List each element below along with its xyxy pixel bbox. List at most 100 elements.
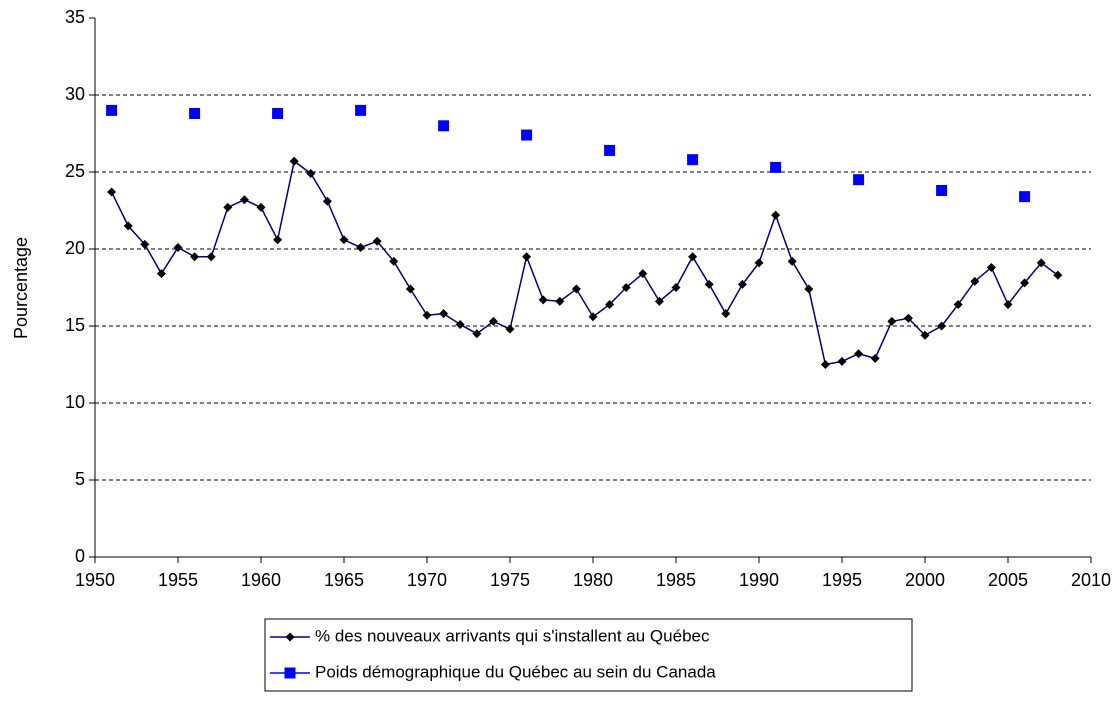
marker: [737, 279, 747, 289]
x-tick-label: 1955: [158, 570, 198, 590]
legend-label: Poids démographique du Québec au sein du…: [315, 662, 716, 681]
marker: [986, 262, 996, 272]
marker: [588, 312, 598, 322]
marker: [439, 309, 449, 319]
y-tick-label: 20: [65, 238, 85, 258]
marker: [389, 256, 399, 266]
marker: [837, 356, 847, 366]
marker: [621, 283, 631, 292]
marker: [654, 296, 664, 306]
marker: [687, 154, 699, 166]
x-tick-label: 1965: [324, 570, 364, 590]
marker: [1003, 299, 1013, 309]
marker: [604, 144, 616, 156]
marker: [754, 258, 764, 268]
marker: [1019, 191, 1031, 203]
marker: [887, 316, 897, 326]
marker: [555, 296, 565, 306]
x-tick-label: 1970: [407, 570, 447, 590]
marker: [355, 104, 367, 116]
x-tick-label: 1990: [739, 570, 779, 590]
x-tick-label: 2005: [988, 570, 1028, 590]
marker: [638, 269, 648, 279]
marker: [688, 252, 698, 262]
marker: [256, 202, 266, 212]
marker: [704, 279, 714, 289]
marker: [770, 161, 782, 173]
x-tick-label: 1985: [656, 570, 696, 590]
x-tick-label: 1980: [573, 570, 613, 590]
marker: [339, 235, 349, 245]
marker: [1036, 258, 1046, 268]
series-line: [110, 159, 1059, 366]
legend-box: [264, 618, 913, 692]
marker: [820, 360, 830, 369]
marker: [107, 187, 117, 197]
marker: [356, 242, 366, 252]
marker: [771, 210, 781, 220]
marker: [1053, 270, 1063, 280]
legend: % des nouveaux arrivants qui s'installen…: [264, 618, 913, 692]
x-tick-label: 2000: [905, 570, 945, 590]
marker: [538, 295, 548, 305]
y-tick-label: 0: [75, 546, 85, 566]
y-tick-label: 15: [65, 315, 85, 335]
marker: [903, 313, 913, 323]
marker: [787, 256, 797, 266]
marker: [285, 632, 295, 642]
marker: [272, 107, 284, 119]
marker: [190, 252, 200, 262]
marker: [522, 252, 532, 262]
marker: [936, 184, 948, 196]
x-tick-label: 1995: [822, 570, 862, 590]
marker: [870, 353, 880, 363]
marker: [472, 329, 482, 339]
marker: [455, 319, 465, 329]
x-tick-label: 1950: [75, 570, 115, 590]
marker: [605, 299, 615, 309]
x-tick-label: 1975: [490, 570, 530, 590]
marker: [239, 195, 249, 205]
y-tick-label: 25: [65, 161, 85, 181]
marker: [306, 169, 316, 179]
y-tick-label: 10: [65, 392, 85, 412]
marker: [173, 242, 183, 252]
marker: [721, 309, 731, 319]
marker: [156, 269, 166, 279]
marker: [804, 284, 814, 294]
marker: [273, 235, 283, 245]
marker: [853, 174, 865, 186]
y-tick-label: 30: [65, 84, 85, 104]
marker: [571, 284, 581, 294]
marker: [372, 236, 382, 246]
marker: [322, 196, 332, 206]
marker: [106, 104, 118, 116]
x-tick-label: 1960: [241, 570, 281, 590]
marker: [189, 107, 201, 119]
marker: [123, 221, 133, 231]
marker: [505, 324, 515, 334]
y-tick-label: 35: [65, 7, 85, 27]
y-tick-label: 5: [75, 469, 85, 489]
legend-label: % des nouveaux arrivants qui s'installen…: [315, 626, 710, 645]
marker: [953, 299, 963, 309]
marker: [1020, 278, 1030, 288]
marker: [970, 276, 980, 286]
marker: [438, 120, 450, 132]
marker: [206, 252, 216, 262]
marker: [920, 330, 930, 340]
marker: [488, 316, 498, 326]
marker: [671, 283, 681, 292]
x-tick-label: 2010: [1071, 570, 1111, 590]
y-axis-label: Pourcentage: [11, 237, 31, 339]
marker: [223, 202, 233, 212]
marker: [854, 349, 864, 359]
marker: [521, 129, 533, 141]
marker: [284, 667, 296, 679]
marker: [422, 310, 432, 320]
marker: [140, 239, 150, 249]
marker: [289, 156, 299, 166]
marker: [937, 321, 947, 331]
